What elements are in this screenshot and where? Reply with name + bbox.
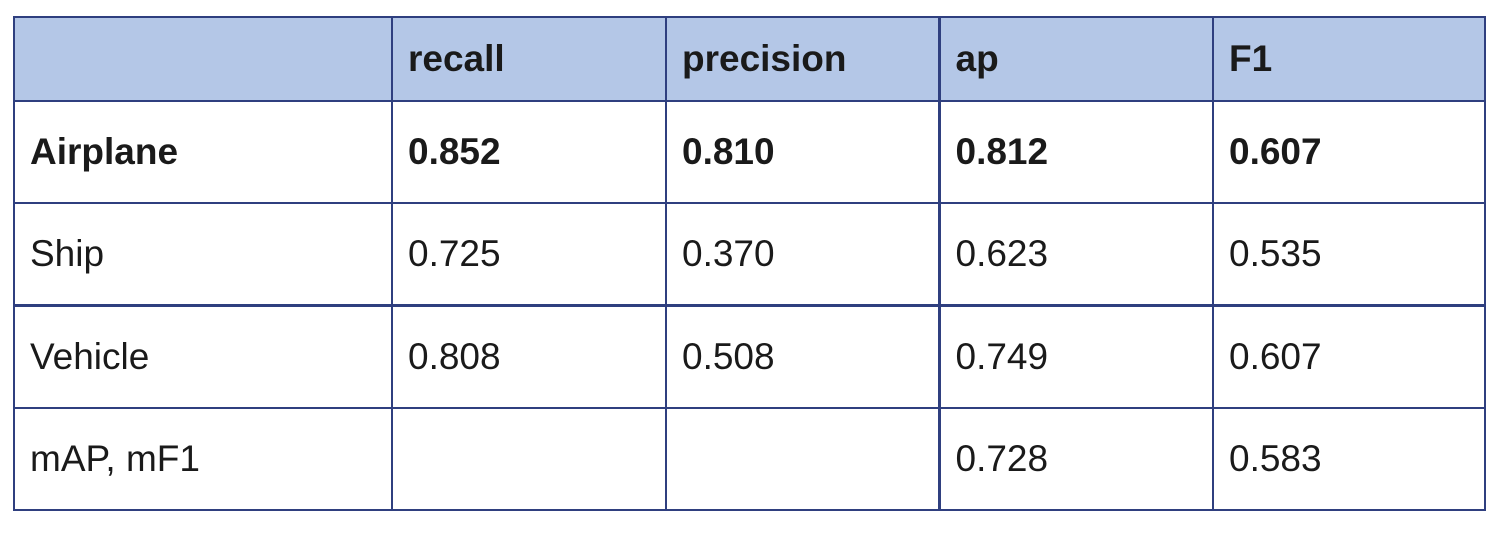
row-label-cell: mAP, mF1 — [13, 407, 393, 511]
precision-cell: 0.810 — [665, 100, 940, 204]
precision-cell — [665, 407, 940, 511]
f1-cell: 0.535 — [1212, 202, 1486, 307]
header-cell-row-label — [13, 16, 393, 102]
header-cell-recall: recall — [391, 16, 667, 102]
f1-cell: 0.583 — [1212, 407, 1486, 511]
recall-cell: 0.852 — [391, 100, 667, 204]
header-cell-precision: precision — [665, 16, 940, 102]
row-label-cell: Airplane — [13, 100, 393, 204]
ap-cell: 0.812 — [937, 100, 1214, 204]
recall-cell — [391, 407, 667, 511]
recall-cell: 0.725 — [391, 202, 667, 307]
recall-cell: 0.808 — [391, 304, 667, 409]
header-cell-ap: ap — [937, 16, 1214, 102]
metrics-table: recall precision ap F1 Airplane 0.852 0.… — [13, 16, 1486, 511]
row-label-cell: Ship — [13, 202, 393, 307]
ap-cell: 0.623 — [937, 202, 1214, 307]
precision-cell: 0.370 — [665, 202, 940, 307]
table-row: Airplane 0.852 0.810 0.812 0.607 — [13, 100, 1486, 204]
header-cell-f1: F1 — [1212, 16, 1486, 102]
ap-cell: 0.728 — [937, 407, 1214, 511]
table-row: mAP, mF1 0.728 0.583 — [13, 407, 1486, 511]
ap-cell: 0.749 — [937, 304, 1214, 409]
precision-cell: 0.508 — [665, 304, 940, 409]
table-row: Ship 0.725 0.370 0.623 0.535 — [13, 202, 1486, 307]
f1-cell: 0.607 — [1212, 100, 1486, 204]
table-row: Vehicle 0.808 0.508 0.749 0.607 — [13, 304, 1486, 409]
row-label-cell: Vehicle — [13, 304, 393, 409]
f1-cell: 0.607 — [1212, 304, 1486, 409]
table-header-row: recall precision ap F1 — [13, 16, 1486, 102]
